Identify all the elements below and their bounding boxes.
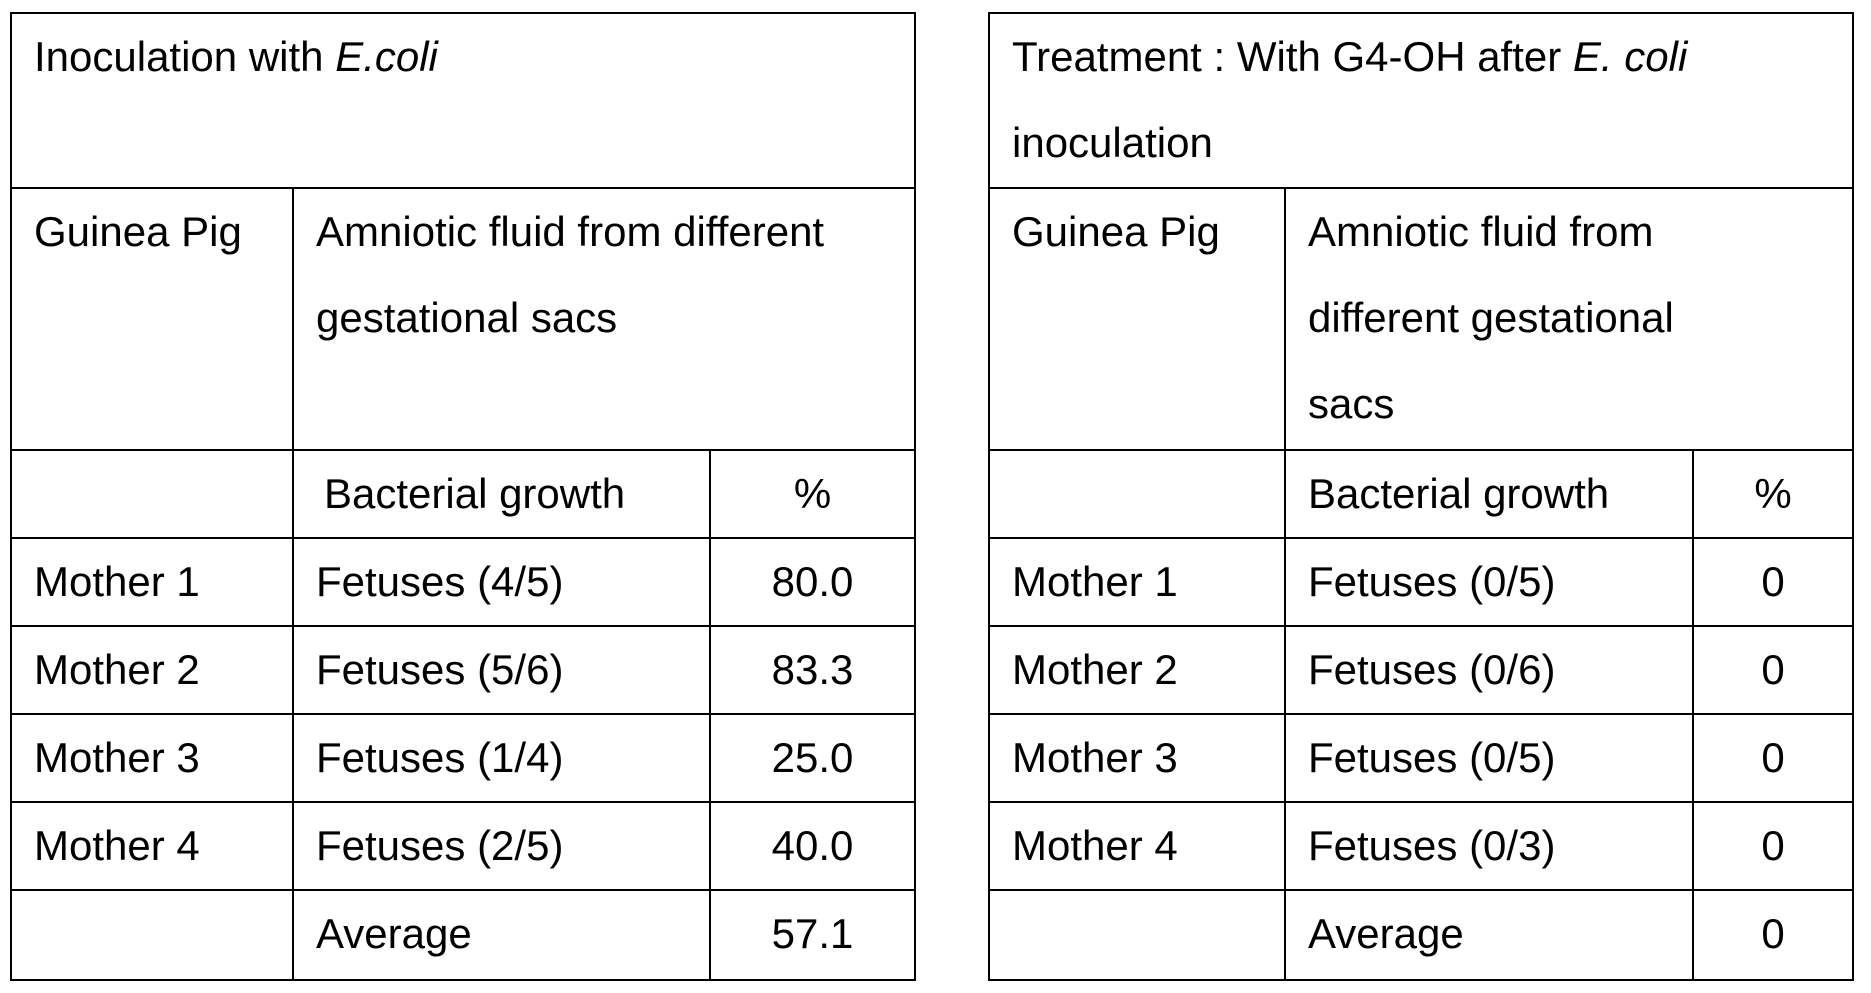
row-label: Mother 1	[11, 538, 293, 626]
table-title: Treatment : With G4-OH after E. coli ino…	[989, 13, 1853, 188]
table-title-row: Inoculation with E.coli	[11, 13, 915, 188]
column-header-amniotic-fluid: Amniotic fluid from different gestationa…	[293, 188, 915, 450]
empty-cell	[11, 450, 293, 538]
table-row: Mother 2 Fetuses (0/6) 0	[989, 626, 1853, 714]
column-header-row: Guinea Pig Amniotic fluid from different…	[989, 188, 1853, 450]
table-treatment: Treatment : With G4-OH after E. coli ino…	[988, 12, 1854, 981]
table-title-text: Inoculation with	[34, 33, 335, 80]
subheader-row: Bacterial growth %	[989, 450, 1853, 538]
row-growth: Fetuses (0/6)	[1285, 626, 1693, 714]
row-growth: Fetuses (0/5)	[1285, 714, 1693, 802]
row-growth: Fetuses (2/5)	[293, 802, 710, 890]
table-row: Mother 3 Fetuses (0/5) 0	[989, 714, 1853, 802]
row-growth: Fetuses (5/6)	[293, 626, 710, 714]
row-label: Mother 2	[989, 626, 1285, 714]
empty-cell	[989, 450, 1285, 538]
row-percent: 0	[1693, 714, 1853, 802]
table-inoculation: Inoculation with E.coli Guinea Pig Amnio…	[10, 12, 916, 981]
table-title: Inoculation with E.coli	[11, 13, 915, 188]
column-header-bacterial-growth: Bacterial growth	[293, 450, 710, 538]
subheader-row: Bacterial growth %	[11, 450, 915, 538]
average-value: 57.1	[710, 890, 915, 980]
table-row: Mother 1 Fetuses (0/5) 0	[989, 538, 1853, 626]
empty-cell	[11, 890, 293, 980]
average-label: Average	[293, 890, 710, 980]
row-label: Mother 3	[989, 714, 1285, 802]
column-header-guinea-pig: Guinea Pig	[11, 188, 293, 450]
row-percent: 40.0	[710, 802, 915, 890]
row-growth: Fetuses (1/4)	[293, 714, 710, 802]
row-percent: 0	[1693, 802, 1853, 890]
table-row: Mother 3 Fetuses (1/4) 25.0	[11, 714, 915, 802]
average-row: Average 0	[989, 890, 1853, 980]
average-label: Average	[1285, 890, 1693, 980]
table-title-italic: E. coli	[1573, 33, 1687, 80]
table-row: Mother 4 Fetuses (2/5) 40.0	[11, 802, 915, 890]
row-percent: 0	[1693, 538, 1853, 626]
table-title-italic: E.coli	[335, 33, 438, 80]
table-title-row: Treatment : With G4-OH after E. coli ino…	[989, 13, 1853, 188]
column-header-percent: %	[1693, 450, 1853, 538]
table-row: Mother 4 Fetuses (0/3) 0	[989, 802, 1853, 890]
row-percent: 0	[1693, 626, 1853, 714]
average-row: Average 57.1	[11, 890, 915, 980]
table-title-text-end: inoculation	[1012, 119, 1213, 166]
row-label: Mother 2	[11, 626, 293, 714]
row-percent: 80.0	[710, 538, 915, 626]
column-header-row: Guinea Pig Amniotic fluid from different…	[11, 188, 915, 450]
row-label: Mother 3	[11, 714, 293, 802]
row-growth: Fetuses (0/3)	[1285, 802, 1693, 890]
row-growth: Fetuses (0/5)	[1285, 538, 1693, 626]
row-label: Mother 4	[989, 802, 1285, 890]
column-header-percent: %	[710, 450, 915, 538]
table-row: Mother 2 Fetuses (5/6) 83.3	[11, 626, 915, 714]
row-percent: 83.3	[710, 626, 915, 714]
column-header-bacterial-growth: Bacterial growth	[1285, 450, 1693, 538]
column-header-amniotic-fluid: Amniotic fluid from different gestationa…	[1285, 188, 1853, 450]
row-label: Mother 4	[11, 802, 293, 890]
row-growth: Fetuses (4/5)	[293, 538, 710, 626]
empty-cell	[989, 890, 1285, 980]
column-header-guinea-pig: Guinea Pig	[989, 188, 1285, 450]
average-value: 0	[1693, 890, 1853, 980]
table-title-text: Treatment : With G4-OH after	[1012, 33, 1573, 80]
row-label: Mother 1	[989, 538, 1285, 626]
row-percent: 25.0	[710, 714, 915, 802]
table-row: Mother 1 Fetuses (4/5) 80.0	[11, 538, 915, 626]
